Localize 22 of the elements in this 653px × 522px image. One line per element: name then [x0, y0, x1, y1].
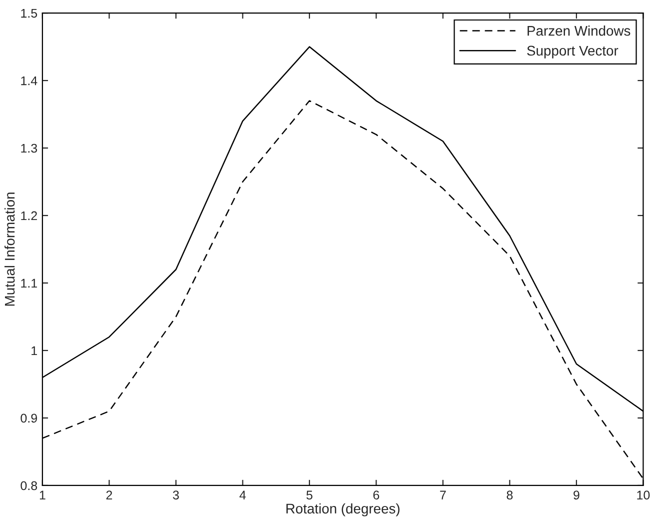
x-axis-title: Rotation (degrees)	[286, 503, 400, 516]
y-tick-label: 1.2	[21, 211, 37, 220]
x-tick-label: 4	[240, 490, 246, 500]
x-tick-label: 1	[40, 490, 46, 500]
x-tick-label: 9	[574, 490, 580, 500]
y-tick-label: 1.5	[21, 8, 38, 18]
x-tick-label: 7	[440, 490, 446, 500]
x-tick-label: 6	[373, 490, 380, 500]
x-tick-label: 5	[306, 490, 312, 500]
y-tick-label: 1.1	[21, 278, 37, 288]
legend-label: Support Vector	[527, 46, 618, 58]
y-tick-label: 1	[32, 346, 37, 356]
y-tick-label: 0.8	[20, 481, 38, 490]
y-tick-label: 1.4	[21, 76, 38, 86]
y-tick-label: 0.9	[20, 414, 37, 423]
legend-label: Parzen Windows	[528, 26, 630, 36]
x-tick-label: 3	[172, 490, 179, 500]
y-tick-label: 1.3	[21, 144, 38, 153]
x-tick-label: 10	[637, 490, 650, 500]
x-tick-label: 8	[506, 490, 513, 500]
x-tick-label: 2	[106, 490, 112, 500]
y-axis-title: Mutual Information	[4, 192, 15, 306]
